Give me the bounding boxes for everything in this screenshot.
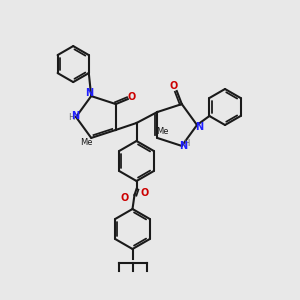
Text: O: O	[170, 81, 178, 91]
Text: H: H	[68, 112, 74, 122]
Text: N: N	[195, 122, 203, 132]
Text: H: H	[184, 140, 190, 148]
Text: N: N	[85, 88, 93, 98]
Text: Me: Me	[80, 138, 92, 147]
Text: O: O	[128, 92, 136, 102]
Text: O: O	[140, 188, 148, 198]
Text: N: N	[179, 141, 187, 151]
Text: N: N	[71, 111, 79, 121]
Text: O: O	[120, 193, 129, 203]
Text: Me: Me	[156, 128, 169, 136]
